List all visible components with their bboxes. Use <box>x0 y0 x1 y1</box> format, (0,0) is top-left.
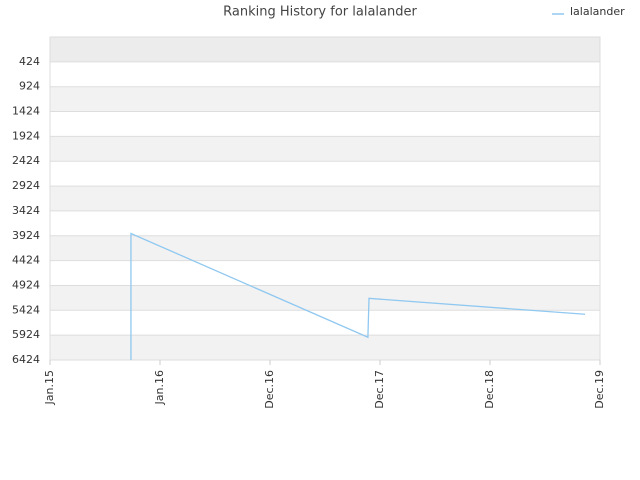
x-tick-label: Dec.19 <box>593 370 606 409</box>
x-tick-label: Dec.18 <box>483 370 496 409</box>
band <box>50 310 600 336</box>
y-tick-label: 2924 <box>12 179 40 192</box>
y-tick-label: 424 <box>19 55 40 68</box>
x-tick-label: Jan.15 <box>43 370 56 405</box>
y-tick-label: 1924 <box>12 129 40 142</box>
band <box>50 285 600 311</box>
band <box>50 61 600 87</box>
band <box>50 260 600 286</box>
band <box>50 186 600 211</box>
series-line <box>130 232 586 360</box>
y-tick-label: 924 <box>19 80 40 93</box>
x-tick-label: Dec.17 <box>373 370 386 409</box>
y-tick-label: 3924 <box>12 229 40 242</box>
y-tick-label: 1424 <box>12 105 40 118</box>
plot-border <box>49 36 601 361</box>
band <box>50 86 600 112</box>
y-tick-label: 4424 <box>12 254 40 267</box>
chart-title: Ranking History for lalalander <box>223 5 417 20</box>
y-tick-label: 5924 <box>12 328 40 341</box>
band <box>50 37 600 62</box>
band <box>50 235 600 261</box>
y-tick-label: 3424 <box>12 204 40 217</box>
band <box>50 136 600 162</box>
band <box>50 335 600 360</box>
y-tick-label: 5424 <box>12 303 40 316</box>
y-tick-label: 4924 <box>12 278 40 291</box>
x-tick-label: Jan.16 <box>153 370 166 405</box>
y-tick-label: 6424 <box>12 353 40 366</box>
band <box>50 111 600 137</box>
y-tick-label: 2424 <box>12 154 40 167</box>
band <box>50 161 600 187</box>
band <box>50 210 600 236</box>
x-tick-label: Dec.16 <box>263 370 276 409</box>
legend-label: lalalander <box>570 5 625 18</box>
